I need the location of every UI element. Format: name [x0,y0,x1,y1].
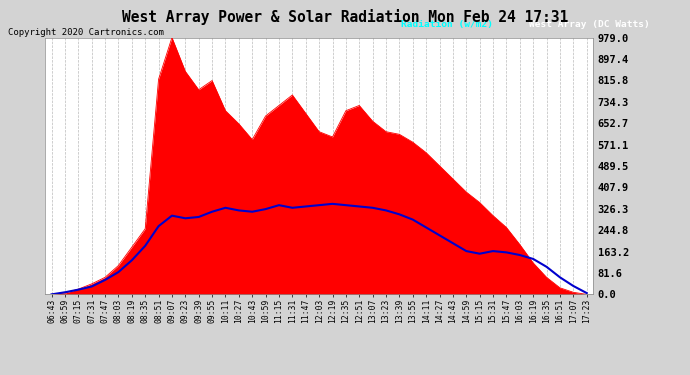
Text: Radiation (w/m2): Radiation (w/m2) [401,20,493,29]
Text: West Array Power & Solar Radiation Mon Feb 24 17:31: West Array Power & Solar Radiation Mon F… [122,9,568,26]
Text: Copyright 2020 Cartronics.com: Copyright 2020 Cartronics.com [8,28,164,37]
Text: West Array (DC Watts): West Array (DC Watts) [529,20,650,29]
